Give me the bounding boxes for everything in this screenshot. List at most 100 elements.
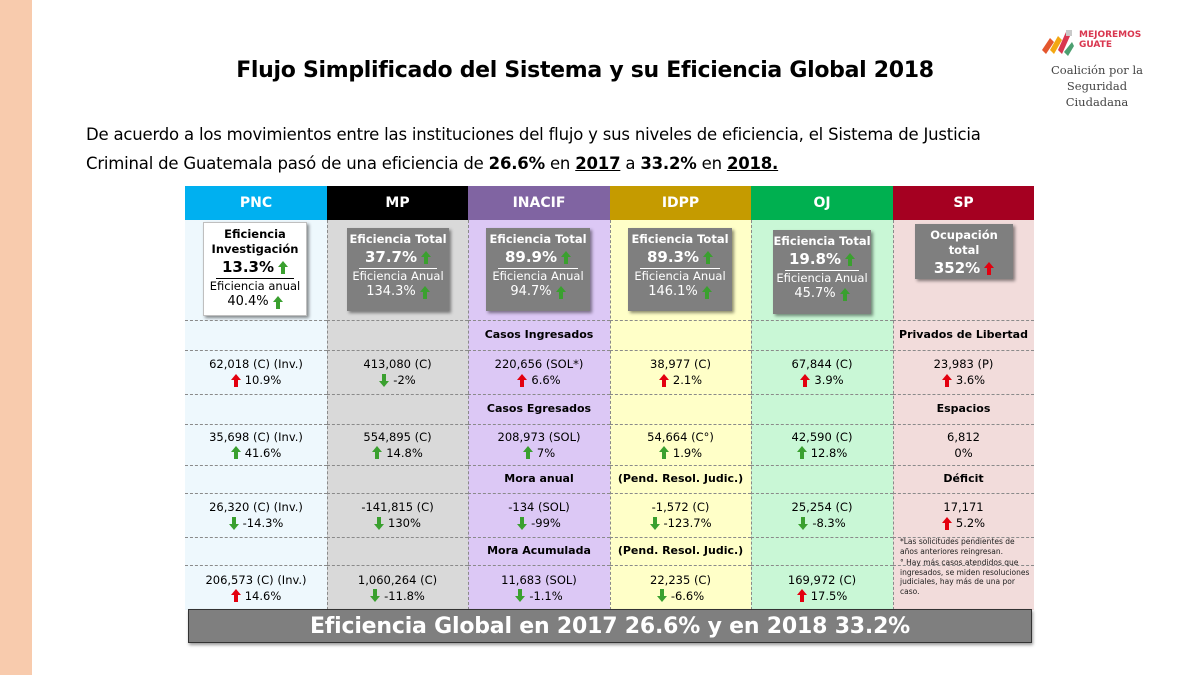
cell-value: 1,060,264 (C) [357,572,438,587]
row-separator [751,320,893,321]
trend-up-arrow-icon [703,250,714,264]
row-separator [185,424,327,425]
value-cell-oj: 67,844 (C) 3.9% [751,350,893,394]
row-separator [610,537,751,538]
efficiency-card-label: Eficiencia Total [773,234,871,248]
cell-change: 3.6% [941,372,985,388]
efficiency-card-value: 13.3% [204,257,306,277]
efficiency-card-sub-value: 94.7% [486,283,590,301]
row-label-oj [751,465,893,493]
cell-change: -99% [517,515,561,531]
cell-change: 1.9% [658,445,702,461]
column-idpp: IDPP Eficiencia Total 89.3% Eficiencia Anua… [610,186,751,610]
cell-value: -134 (SOL) [508,500,570,514]
cell-value: 206,573 (C) (Inv.) [205,572,307,587]
row-separator [610,493,751,494]
row-separator [327,394,468,395]
cell-change-pct: -99% [531,516,561,530]
row-separator [751,394,893,395]
value-cell-mp: 1,060,264 (C) -11.8% [327,565,468,610]
row-label-inacif: Casos Ingresados [484,328,594,341]
cell-value: 11,683 (SOL) [501,572,577,587]
cell-change-pct: 7% [536,445,556,460]
efficiency-card-sub-value-text: 45.7% [794,286,836,301]
value-cell-idpp: -1,572 (C) -123.7% [610,493,751,537]
trend-up-arrow-icon [272,295,283,309]
value-cell-inacif: -134 (SOL) -99% [468,493,610,537]
efficiency-card-divider [359,268,437,269]
trend-down-arrow-icon [370,589,381,602]
row-label-sp: Espacios [936,402,991,415]
efficiency-card-value-text: 13.3% [221,258,275,276]
cell-change: 0% [954,445,972,461]
cell-value: 169,972 (C) [787,572,857,587]
trend-up-arrow-icon [278,260,289,274]
cell-change-pct: 10.9% [244,373,282,387]
efficiency-card-label: Eficiencia Total [489,232,587,246]
cell-change: -6.6% [656,588,704,604]
cell-value: 62,018 (C) (Inv.) [209,357,303,371]
row-label-pnc [185,320,327,350]
cell-value: 35,698 (C) (Inv.) [209,429,303,444]
value-cell-inacif: 220,656 (SOL*) 6.6% [468,350,610,394]
cell-change: -14.3% [228,515,284,531]
efficiency-card-sub-value-text: 134.3% [366,284,416,299]
trend-down-arrow-icon [228,516,239,530]
efficiency-card-sub-value: 146.1% [628,283,732,301]
cell-change-pct: -14.3% [242,516,284,530]
row-label-inacif: Mora anual [504,472,574,485]
efficiency-card-sub-value-text: 94.7% [510,284,552,299]
cell-change-pct: 5.2% [955,516,986,530]
cell-change: 2.1% [658,372,702,388]
logo-brand: MEJOREMOS GUATE [1079,30,1141,50]
value-cell-mp: 413,080 (C) -2% [327,350,468,394]
efficiency-card-sub-value: 45.7% [773,285,871,303]
row-label-oj [751,394,893,424]
cell-value: 54,664 (C°) [647,429,714,444]
cell-change-pct: -1.1% [529,588,563,603]
value-cell-idpp: 38,977 (C) 2.1% [610,350,751,394]
row-separator [751,493,893,494]
cell-change: 3.9% [800,372,844,388]
page-title: Flujo Simplificado del Sistema y su Efic… [236,58,934,83]
row-separator [327,565,468,566]
efficiency-card-value: 19.8% [773,249,871,269]
intro-year-2018: 2018. [726,154,779,173]
cell-value: 17,171 [943,500,984,514]
row-separator [751,465,893,466]
cell-value: 67,844 (C) [791,357,853,371]
row-separator [327,320,468,321]
intro-year-2017: 2017 [575,154,621,173]
efficiency-card-idpp: Eficiencia Total 89.3% Eficiencia Anual 146… [628,228,732,311]
row-separator [751,424,893,425]
trend-up-arrow-icon [984,261,995,275]
row-separator [610,320,751,321]
intro-text-4: en [696,154,727,173]
efficiency-card-sub-label: Eficiencia Anual [352,269,444,283]
row-label-inacif: Casos Egresados [486,402,592,415]
efficiency-card-label: Eficiencia Total [631,232,729,246]
column-separator [893,220,894,610]
cell-change: -11.8% [370,588,425,604]
intro-text-1: De acuerdo a los movimientos entre las i… [86,125,981,173]
efficiency-card-sub-label: Eficiencia Anual [492,269,584,283]
row-separator [610,565,751,566]
row-separator [610,465,751,466]
cell-change: -1.1% [515,588,563,604]
value-cell-inacif: 11,683 (SOL) -1.1% [468,565,610,610]
cell-change-pct: -2% [393,373,416,387]
row-separator [327,465,468,466]
efficiency-card-sub-label: Eficiencia Anual [776,271,868,285]
value-cell-idpp: 54,664 (C°) 1.9% [610,424,751,465]
cell-change-pct: 130% [388,516,421,530]
column-header-mp: MP [327,186,468,220]
efficiency-card-divider [216,278,294,279]
cell-change: 41.6% [230,445,281,461]
efficiency-card-value-text: 89.3% [646,248,700,266]
row-separator [893,565,1034,566]
row-separator [185,350,327,351]
row-separator [610,394,751,395]
value-cell-idpp: 22,235 (C) -6.6% [610,565,751,610]
row-separator [893,394,1034,395]
row-separator [468,320,610,321]
